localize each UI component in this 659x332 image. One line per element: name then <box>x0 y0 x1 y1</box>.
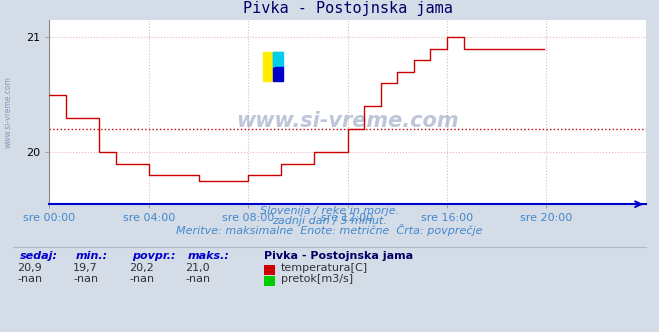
Text: Meritve: maksimalne  Enote: metrične  Črta: povprečje: Meritve: maksimalne Enote: metrične Črta… <box>176 224 483 236</box>
Polygon shape <box>263 52 273 81</box>
Title: Pivka - Postojnska jama: Pivka - Postojnska jama <box>243 1 453 16</box>
Text: maks.:: maks.: <box>188 251 230 261</box>
Text: 20,9: 20,9 <box>17 263 42 273</box>
Text: min.:: min.: <box>76 251 108 261</box>
Text: 20,2: 20,2 <box>129 263 154 273</box>
Text: 19,7: 19,7 <box>73 263 98 273</box>
Text: -nan: -nan <box>17 274 42 284</box>
Text: -nan: -nan <box>129 274 154 284</box>
Text: Slovenija / reke in morje.: Slovenija / reke in morje. <box>260 206 399 216</box>
Text: -nan: -nan <box>73 274 98 284</box>
Polygon shape <box>273 52 283 66</box>
Polygon shape <box>273 52 283 66</box>
Text: pretok[m3/s]: pretok[m3/s] <box>281 274 353 284</box>
Text: zadnji dan / 5 minut.: zadnji dan / 5 minut. <box>272 216 387 226</box>
Text: -nan: -nan <box>185 274 210 284</box>
Text: 21,0: 21,0 <box>185 263 210 273</box>
Polygon shape <box>273 66 283 81</box>
Text: povpr.:: povpr.: <box>132 251 175 261</box>
Text: sedaj:: sedaj: <box>20 251 58 261</box>
Text: www.si-vreme.com: www.si-vreme.com <box>237 111 459 131</box>
Text: Pivka - Postojnska jama: Pivka - Postojnska jama <box>264 251 413 261</box>
Text: www.si-vreme.com: www.si-vreme.com <box>3 76 13 148</box>
Text: temperatura[C]: temperatura[C] <box>281 263 368 273</box>
